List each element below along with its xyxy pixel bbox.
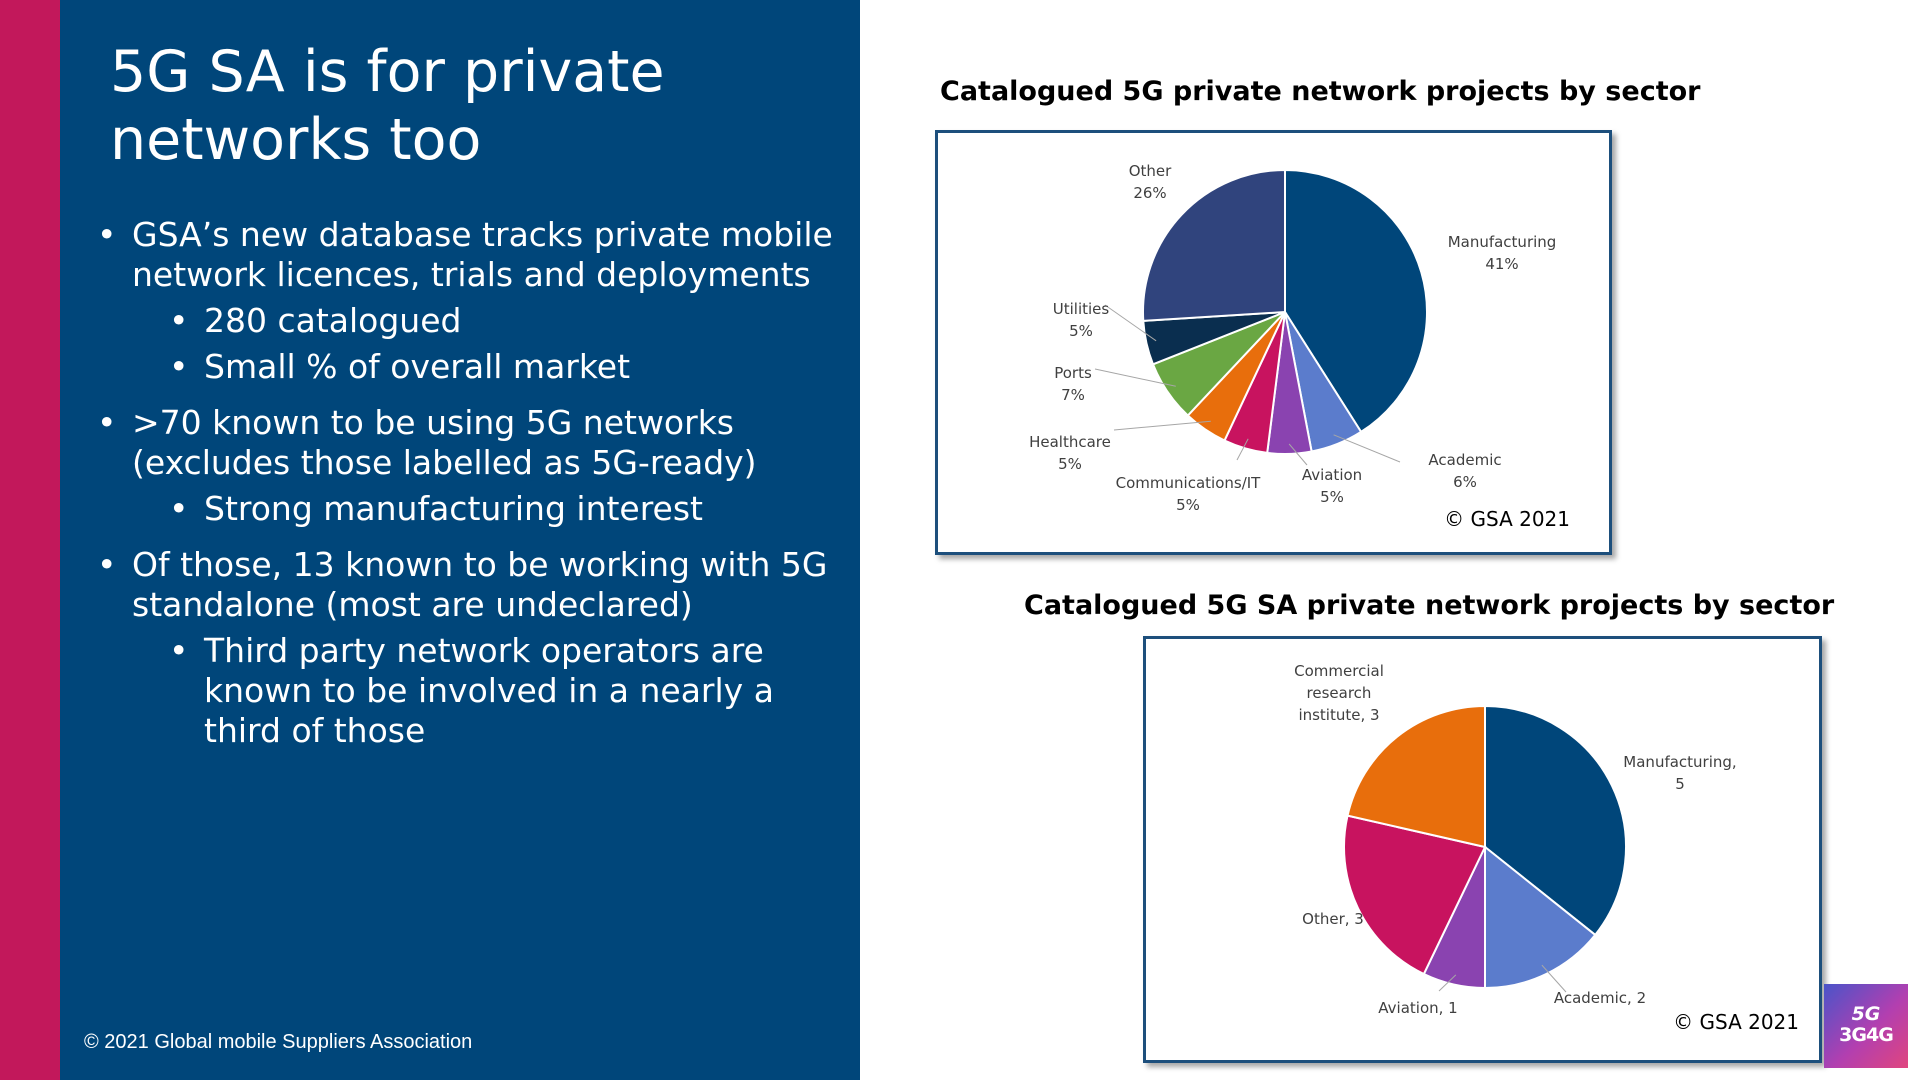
slice-label-other: Other, 3: [1302, 910, 1364, 928]
slice-label-line: 5%: [1320, 488, 1344, 506]
slide-title: 5G SA is for private networks too: [110, 39, 665, 173]
leader-line: [1113, 420, 1211, 431]
3g4g-logo: 5G 3G4G: [1824, 984, 1908, 1068]
slice-label-communications-it: Communications/IT 5%: [1116, 474, 1262, 514]
leader-line: [1094, 368, 1176, 387]
slice-label-healthcare: Healthcare 5%: [1029, 433, 1111, 473]
slice-label-line: 5%: [1069, 322, 1093, 340]
pie-slice-manufacturing: [1484, 704, 1627, 937]
pie-slice-commercial-research-institute: [1346, 704, 1486, 849]
sub-bullet-item: Small % of overall market: [167, 347, 835, 387]
pie-chart-all-sectors: Manufacturing 41%Academic 6%Aviation 5%Comm…: [1029, 162, 1570, 531]
leader-line: [1236, 438, 1249, 461]
leader-line: [1333, 434, 1401, 463]
slice-label-line: 26%: [1133, 184, 1166, 202]
slice-label-line: Ports: [1054, 364, 1092, 382]
bullet-item: >70 known to be using 5G networks (exclu…: [95, 403, 835, 483]
slice-label-commercial-research-institute: Commercial research institute, 3: [1294, 662, 1384, 724]
slice-label-line: 41%: [1485, 255, 1518, 273]
slice-label-utilities: Utilities 5%: [1053, 300, 1110, 340]
pie-slice-other: [1343, 814, 1487, 976]
slice-label-line: 7%: [1061, 386, 1085, 404]
slice-label-ports: Ports 7%: [1054, 364, 1092, 404]
slice-label-manufacturing: Manufacturing, 5: [1623, 753, 1736, 793]
bullet-item: GSA’s new database tracks private mobile…: [95, 215, 835, 295]
slice-label-line: Academic: [1428, 451, 1501, 469]
leader-line: [1104, 304, 1157, 342]
footer-copyright: © 2021 Global mobile Suppliers Associati…: [84, 1031, 473, 1053]
slice-label-line: Other, 3: [1302, 910, 1364, 928]
slice-label-aviation: Aviation 5%: [1302, 466, 1362, 506]
logo-top-text: 5G: [1851, 1003, 1881, 1025]
slice-label-line: Other: [1129, 162, 1172, 180]
left-panel: 5G SA is for private networks too GSA’s …: [60, 0, 860, 1080]
slice-label-line: Healthcare: [1029, 433, 1111, 451]
sub-bullet-item: Strong manufacturing interest: [167, 489, 835, 529]
slice-label-line: 5%: [1176, 496, 1200, 514]
bullet-item: Of those, 13 known to be working with 5G…: [95, 545, 835, 625]
slice-label-line: research: [1307, 684, 1372, 702]
chart-watermark: © GSA 2021: [1444, 507, 1570, 531]
slice-label-line: Utilities: [1053, 300, 1110, 318]
chart-2-title: Catalogued 5G SA private network project…: [1024, 590, 1835, 621]
leader-line: [1438, 974, 1457, 992]
slice-label-line: Aviation, 1: [1378, 999, 1457, 1017]
chart-1-frame: Manufacturing 41% Academic 6% Aviation 5% Comm…: [935, 130, 1612, 555]
slice-label-academic: Academic 6%: [1428, 451, 1501, 491]
leader-line: [1541, 964, 1567, 993]
pie-slice-other: [1142, 168, 1286, 322]
sub-bullet-item: Third party network operators are known …: [167, 631, 835, 751]
slice-label-other: Other 26%: [1129, 162, 1172, 202]
slice-label-line: 5: [1675, 775, 1685, 793]
chart-1-title: Catalogued 5G private network projects b…: [940, 76, 1701, 107]
slice-label-manufacturing: Manufacturing 41%: [1448, 233, 1557, 273]
slice-label-line: institute, 3: [1298, 706, 1379, 724]
accent-bar: [0, 0, 60, 1080]
slice-label-line: 5%: [1058, 455, 1082, 473]
slice-label-line: Aviation: [1302, 466, 1362, 484]
pie-chart-sa-sectors: Manufacturing, 5 Academic, 2 Aviation, 1 Oth…: [1294, 662, 1799, 1034]
slice-label-line: Manufacturing: [1448, 233, 1557, 251]
chart-2-frame: Manufacturing, 5 Academic, 2 Aviation, 1 Oth…: [1143, 636, 1822, 1063]
slice-label-line: 6%: [1453, 473, 1477, 491]
bullet-list: GSA’s new database tracks private mobile…: [95, 215, 835, 757]
chart-watermark: © GSA 2021: [1673, 1010, 1799, 1034]
pie-slice-academic: [1484, 844, 1597, 990]
slice-label-line: Commercial: [1294, 662, 1384, 680]
slice-label-line: Academic, 2: [1554, 989, 1646, 1007]
slice-label-line: Manufacturing,: [1623, 753, 1736, 771]
sub-bullet-item: 280 catalogued: [167, 301, 835, 341]
logo-bottom-text: 3G4G: [1839, 1024, 1894, 1046]
slice-label-line: Communications/IT: [1116, 474, 1262, 492]
slice-label-academic: Academic, 2: [1554, 989, 1646, 1007]
slice-label-aviation: Aviation, 1: [1378, 999, 1457, 1017]
leader-line: [1288, 443, 1308, 466]
